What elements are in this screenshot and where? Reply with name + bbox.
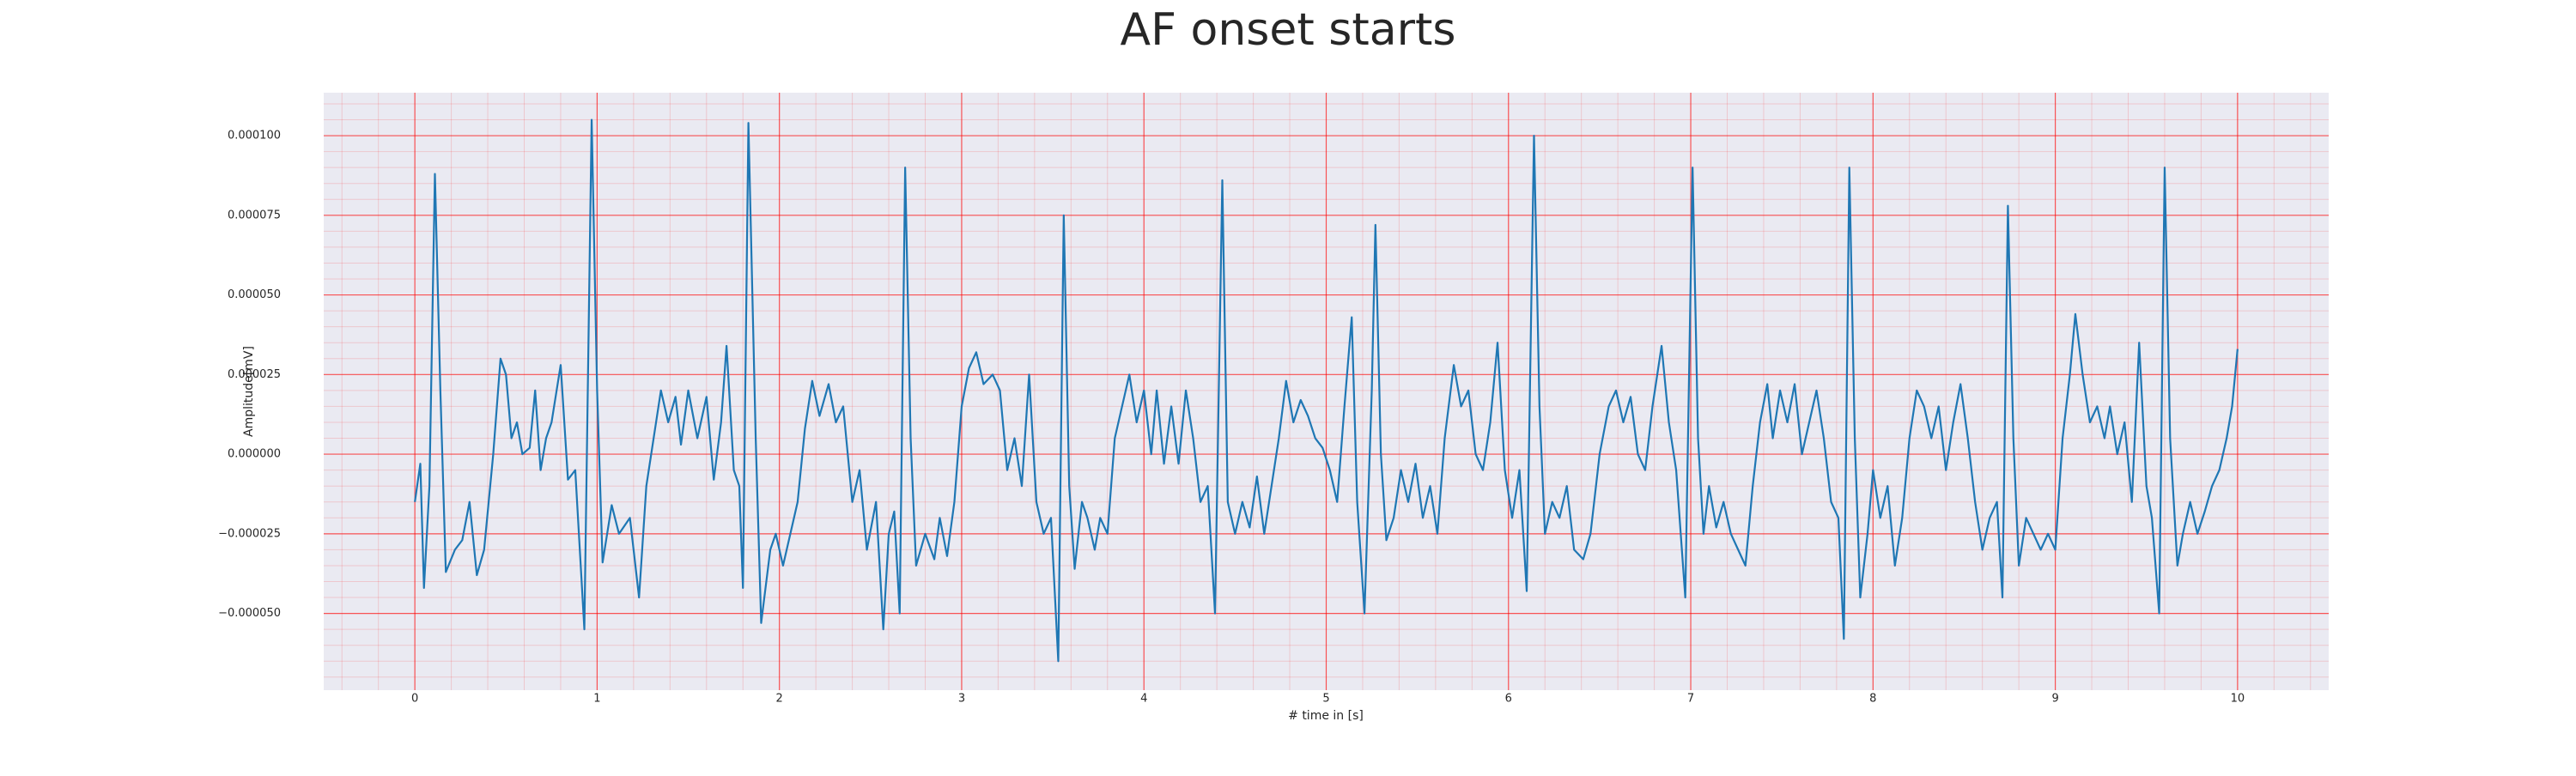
x-tick-label: 3 (958, 693, 965, 706)
x-tick-label: 1 (593, 693, 600, 706)
y-tick-label: 0.000050 (228, 288, 281, 301)
y-tick-label: 0.000075 (228, 209, 281, 221)
x-axis-label: # time in [s] (1288, 709, 1364, 723)
x-tick-label: 7 (1687, 693, 1694, 706)
y-tick-label: −0.000050 (218, 607, 281, 620)
y-tick-label: −0.000025 (218, 527, 281, 540)
x-tick-label: 5 (1322, 693, 1329, 706)
y-tick-label: 0.000000 (228, 448, 281, 461)
x-tick-label: 10 (2231, 693, 2245, 706)
x-tick-label: 6 (1505, 693, 1512, 706)
x-tick-label: 4 (1140, 693, 1147, 706)
y-axis-label: Amplitude[mV] (242, 346, 256, 437)
x-tick-label: 0 (411, 693, 418, 706)
y-tick-label: 0.000100 (228, 130, 281, 142)
x-tick-label: 9 (2051, 693, 2058, 706)
x-tick-label: 8 (1869, 693, 1876, 706)
x-tick-label: 2 (776, 693, 783, 706)
y-tick-label: 0.000025 (228, 368, 281, 381)
chart-title: AF onset starts (1121, 4, 1456, 56)
signal-line (414, 118, 2239, 663)
